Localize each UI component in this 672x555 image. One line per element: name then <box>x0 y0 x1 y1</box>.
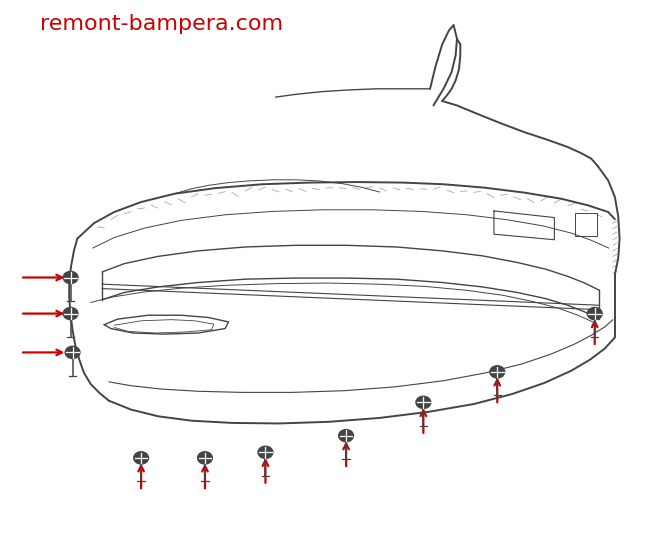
Circle shape <box>198 452 212 464</box>
Text: remont-bampera.com: remont-bampera.com <box>40 14 284 34</box>
Circle shape <box>339 430 353 442</box>
Bar <box>575 213 597 236</box>
Circle shape <box>490 366 505 378</box>
Circle shape <box>63 307 78 320</box>
Circle shape <box>63 271 78 284</box>
Circle shape <box>587 307 602 320</box>
Circle shape <box>416 396 431 408</box>
Circle shape <box>65 346 80 359</box>
Circle shape <box>258 446 273 458</box>
Circle shape <box>134 452 149 464</box>
